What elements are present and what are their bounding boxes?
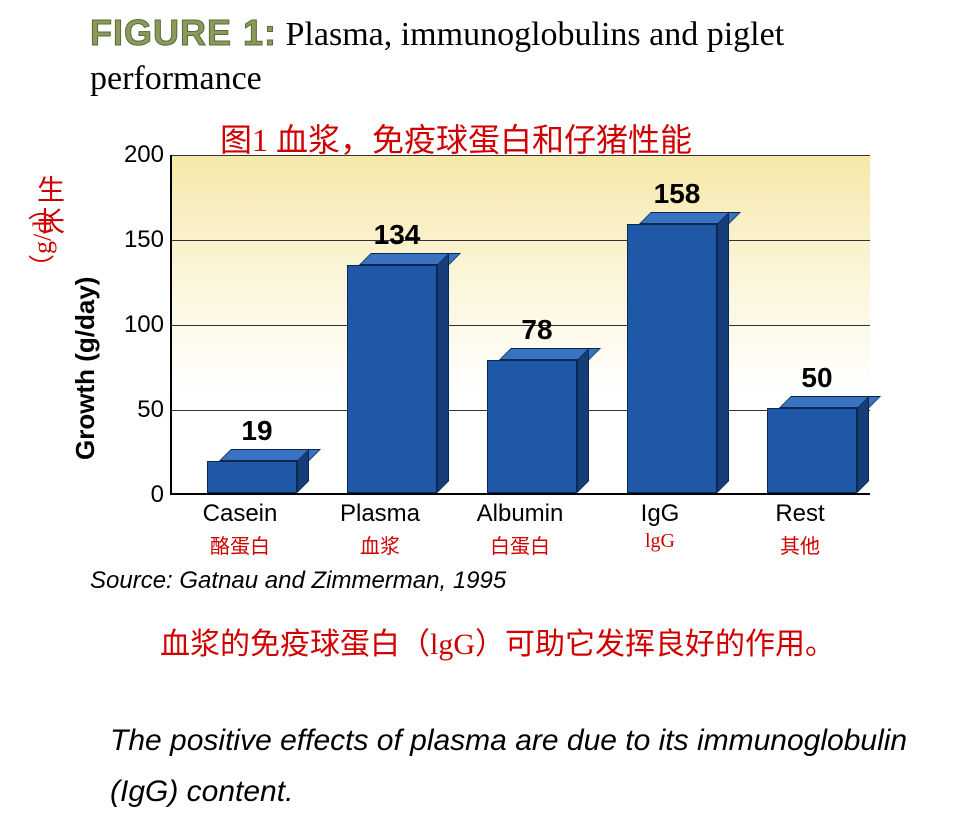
bar-front [347,265,437,493]
ytick-label: 150 [114,226,164,254]
yaxis-unit-cn: （g/d） [22,195,59,280]
xaxis-label: Rest [730,500,870,528]
figure-title: FIGURE 1: Plasma, immunoglobulins and pi… [90,10,957,101]
bar-rest: 50 [767,408,857,493]
bar-value-label: 134 [337,219,457,251]
source-citation: Source: Gatnau and Zimmerman, 1995 [90,567,506,595]
bar-side [437,253,449,493]
xaxis-label-cn: 酪蛋白 [170,530,310,559]
xaxis-label: Albumin [450,500,590,528]
caption-cn: 血浆的免疫球蛋白（lgG）可助它发挥良好的作用。 [160,625,835,666]
bar-front [627,224,717,493]
bar-value-label: 158 [617,178,737,210]
xaxis-label-cn: 其他 [730,530,870,559]
bar-chart: 191347815850 050100150200 Casein酪蛋白Plasm… [100,145,870,545]
bar-front [487,360,577,493]
bar-value-label: 50 [757,362,877,394]
xaxis-label-cn: 血浆 [310,530,450,559]
xaxis-label: Casein [170,500,310,528]
bar-side [857,396,869,493]
ytick-label: 200 [114,141,164,169]
bar-albumin: 78 [487,360,577,493]
ytick-label: 0 [114,481,164,509]
figure-label: FIGURE 1: [90,12,277,53]
xaxis-label-cn: lgG [590,530,730,553]
bar-value-label: 78 [477,314,597,346]
bar-front [207,461,297,493]
gridline [172,240,870,241]
bar-value-label: 19 [197,415,317,447]
bar-plasma: 134 [347,265,437,493]
bar-igg: 158 [627,224,717,493]
caption-en: The positive effects of plasma are due t… [110,715,930,817]
yaxis-label-en: Growth (g/day) [70,277,101,460]
ytick-label: 100 [114,311,164,339]
bar-front [767,408,857,493]
bar-side [577,348,589,493]
gridline [172,155,870,156]
plot-area: 19 134 78 158 50 [170,155,870,495]
bar-casein: 19 [207,461,297,493]
ytick-label: 50 [114,396,164,424]
bar-side [717,212,729,493]
xaxis-label: IgG [590,500,730,528]
xaxis-label-cn: 白蛋白 [450,530,590,559]
xaxis-label: Plasma [310,500,450,528]
